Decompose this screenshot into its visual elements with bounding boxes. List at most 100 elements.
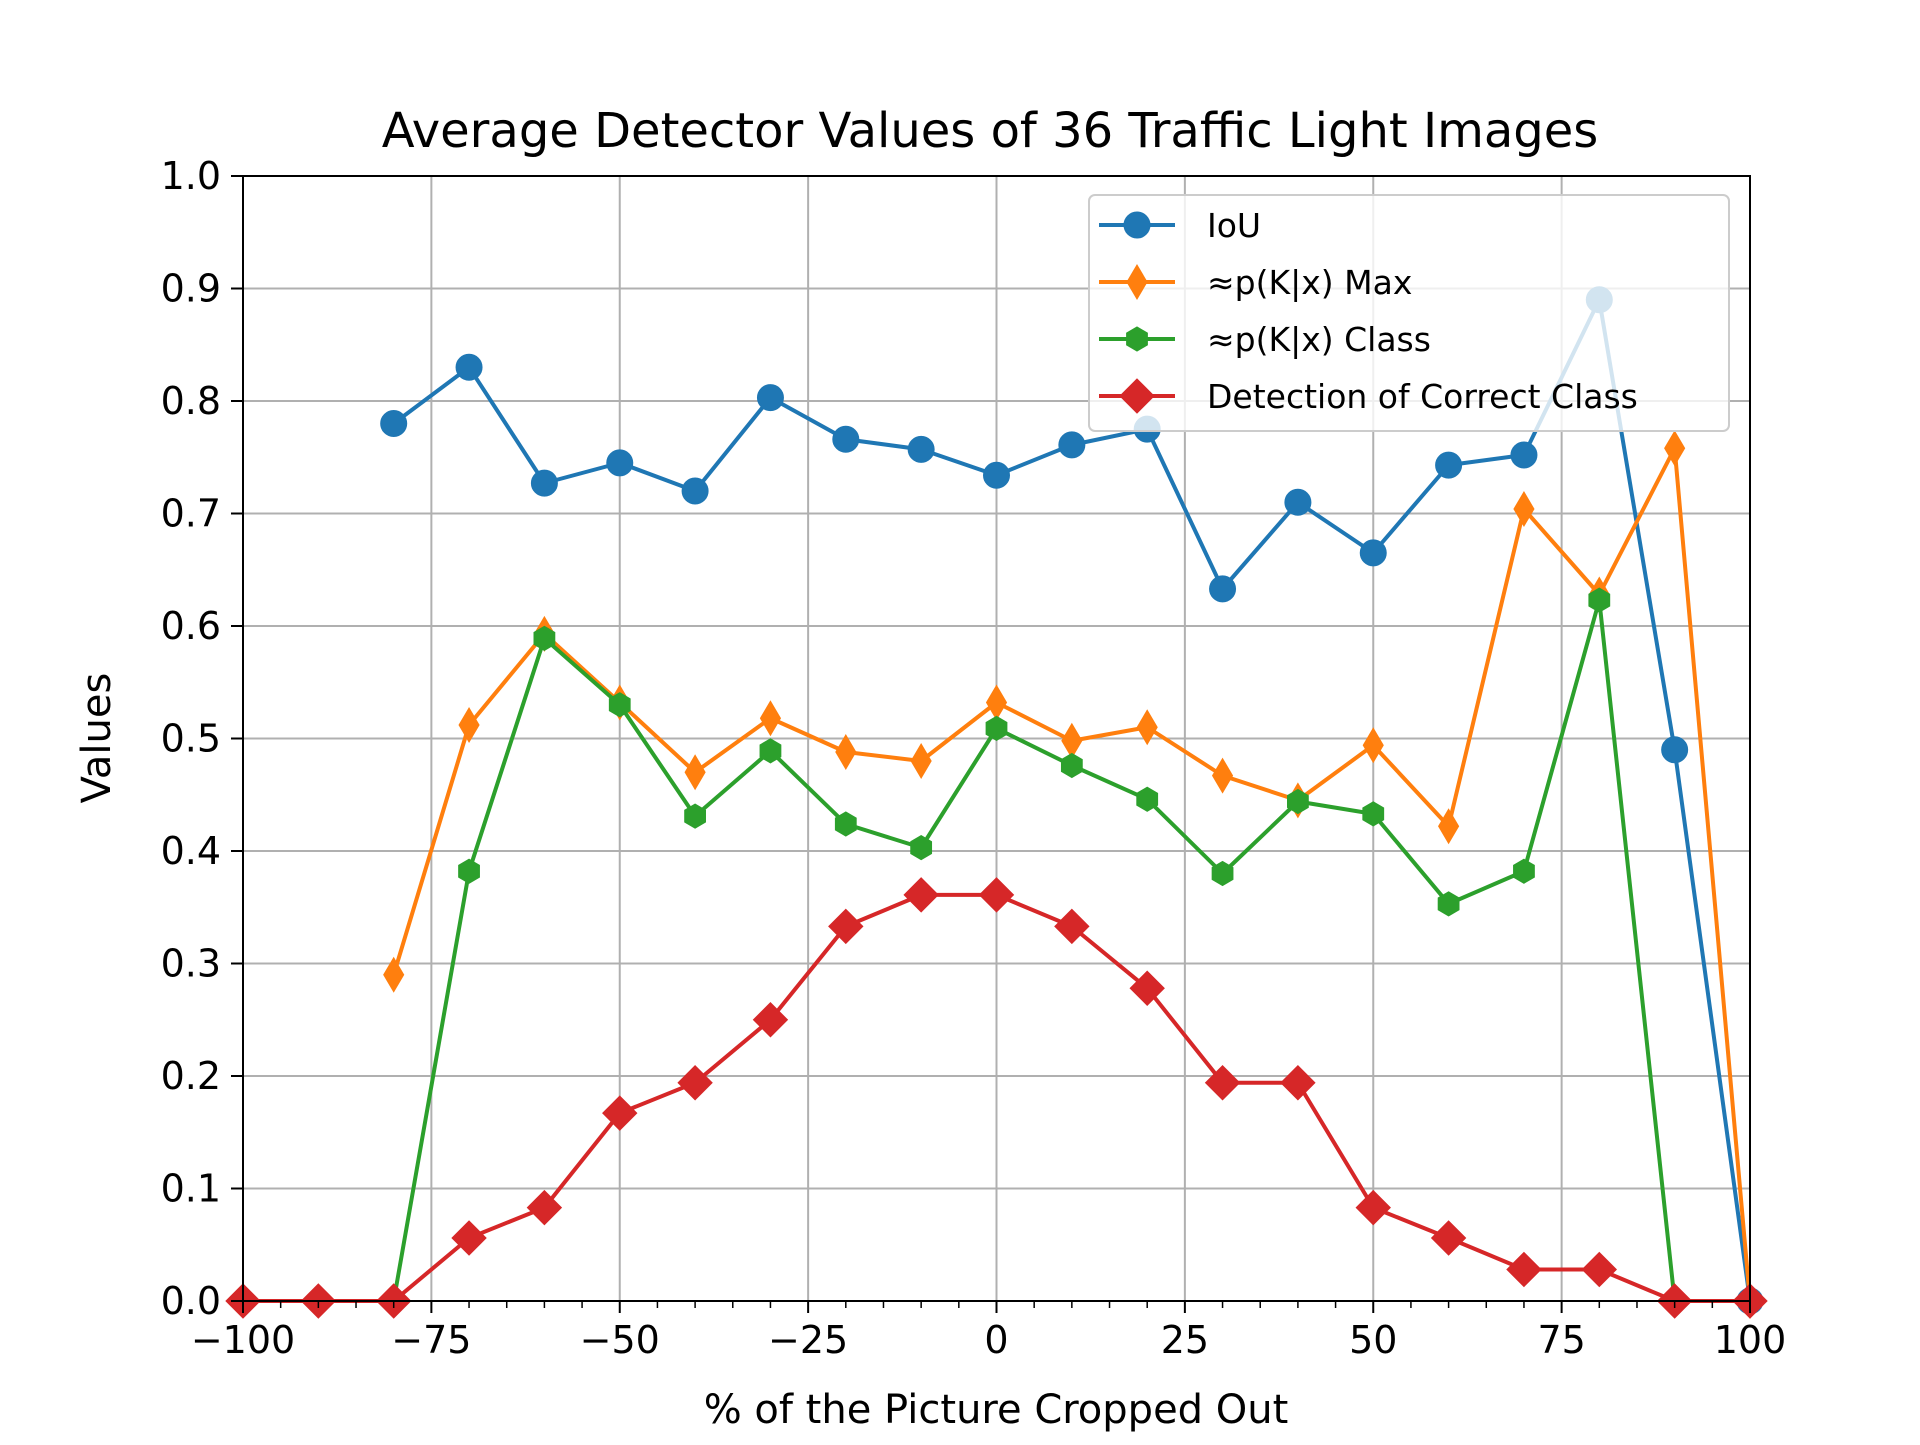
data-point	[1588, 587, 1611, 613]
data-point	[1513, 491, 1535, 527]
x-axis-label: % of the Picture Cropped Out	[704, 1387, 1289, 1433]
axis-ticks: −100 −75 −50 −25 0 25 50 75 100 0.0 0.1 0.2 0.3 0.4 0.…	[161, 154, 1787, 1362]
data-point	[1284, 488, 1312, 516]
x-tick-label: 75	[1537, 1318, 1585, 1362]
data-point	[1204, 1065, 1241, 1101]
data-point	[1513, 858, 1535, 884]
data-point	[759, 700, 782, 737]
legend-marker	[1126, 264, 1148, 300]
data-point	[978, 877, 1015, 913]
y-axis-label: Values	[74, 673, 120, 804]
data-point	[1506, 1251, 1542, 1288]
legend-marker	[1119, 378, 1155, 414]
data-point	[1136, 709, 1158, 746]
data-point	[1581, 1251, 1618, 1288]
y-tick-label: 0.1	[161, 1167, 221, 1211]
data-point	[983, 461, 1010, 489]
data-point	[1664, 430, 1686, 467]
data-point	[834, 811, 857, 837]
data-point	[1435, 451, 1463, 479]
data-point	[1355, 1189, 1391, 1226]
x-tick-label: −75	[391, 1318, 471, 1362]
data-point	[832, 425, 860, 453]
data-point	[1060, 752, 1083, 779]
x-tick-label: −50	[580, 1318, 660, 1362]
legend-marker	[1126, 326, 1148, 352]
series-3	[225, 877, 1768, 1319]
data-point	[1211, 757, 1234, 794]
legend-label: ≈p(K|x) Class	[1207, 320, 1431, 359]
y-tick-label: 0.5	[161, 717, 221, 761]
data-point	[1211, 860, 1234, 887]
x-tick-label: 100	[1714, 1318, 1787, 1362]
data-point	[677, 1065, 713, 1101]
data-point	[1054, 908, 1090, 945]
data-point	[1061, 722, 1083, 759]
data-point	[458, 858, 480, 884]
legend-item: IoU	[1099, 206, 1261, 245]
data-point	[684, 803, 706, 829]
data-point	[1437, 891, 1460, 917]
data-point	[684, 754, 706, 791]
y-tick-label: 0.7	[161, 492, 221, 536]
legend-label: ≈p(K|x) Max	[1207, 263, 1412, 302]
x-tick-label: 0	[984, 1318, 1008, 1362]
data-point	[1129, 970, 1165, 1006]
data-point	[1136, 786, 1159, 812]
y-tick-label: 0.2	[161, 1054, 221, 1098]
data-point	[1438, 808, 1460, 845]
data-point	[526, 1189, 563, 1226]
data-point	[451, 1220, 487, 1256]
legend: IoU ≈p(K|x) Max ≈p(K|x) Class Detection of …	[1088, 194, 1730, 432]
y-tick-label: 0.9	[161, 267, 221, 311]
data-point	[681, 477, 709, 505]
data-point	[1661, 736, 1689, 764]
y-tick-label: 0.3	[161, 942, 221, 986]
data-point	[828, 908, 864, 945]
data-point	[1209, 575, 1237, 603]
data-point	[458, 707, 480, 743]
data-point	[1058, 431, 1086, 459]
x-tick-label: −100	[191, 1318, 295, 1362]
data-point	[1362, 801, 1385, 827]
legend-marker	[1123, 211, 1151, 239]
y-tick-label: 0.0	[161, 1279, 221, 1323]
data-point	[907, 435, 935, 463]
series-1	[383, 430, 1761, 1319]
data-point	[383, 956, 405, 993]
y-tick-label: 0.8	[161, 379, 221, 423]
data-point	[910, 835, 933, 861]
x-tick-label: −25	[768, 1318, 848, 1362]
x-tick-label: 25	[1161, 1318, 1209, 1362]
data-point	[903, 877, 939, 913]
data-point	[1280, 1065, 1316, 1101]
legend-label: Detection of Correct Class	[1207, 377, 1638, 416]
data-point	[985, 684, 1008, 721]
plot-series	[225, 286, 1768, 1319]
data-point	[985, 715, 1008, 741]
y-tick-label: 1.0	[161, 154, 221, 198]
data-point	[530, 469, 558, 497]
data-point	[910, 743, 932, 779]
legend-box	[1088, 194, 1730, 432]
series-2	[382, 587, 1761, 1314]
series-line	[391, 446, 1752, 1302]
legend-label: IoU	[1207, 206, 1261, 245]
data-point	[1362, 727, 1384, 764]
data-point	[608, 692, 631, 718]
data-point	[1510, 441, 1538, 469]
data-point	[1287, 788, 1309, 815]
series-0	[380, 286, 1764, 1315]
data-point	[759, 738, 782, 764]
data-point	[606, 449, 634, 477]
data-point	[756, 384, 784, 412]
series-line	[391, 598, 1750, 1303]
data-point	[752, 1002, 789, 1038]
y-tick-label: 0.4	[161, 829, 221, 873]
legend-item: Detection of Correct Class	[1099, 377, 1638, 416]
legend-item: ≈p(K|x) Class	[1099, 320, 1431, 359]
data-point	[602, 1095, 638, 1131]
x-tick-label: 50	[1349, 1318, 1397, 1362]
